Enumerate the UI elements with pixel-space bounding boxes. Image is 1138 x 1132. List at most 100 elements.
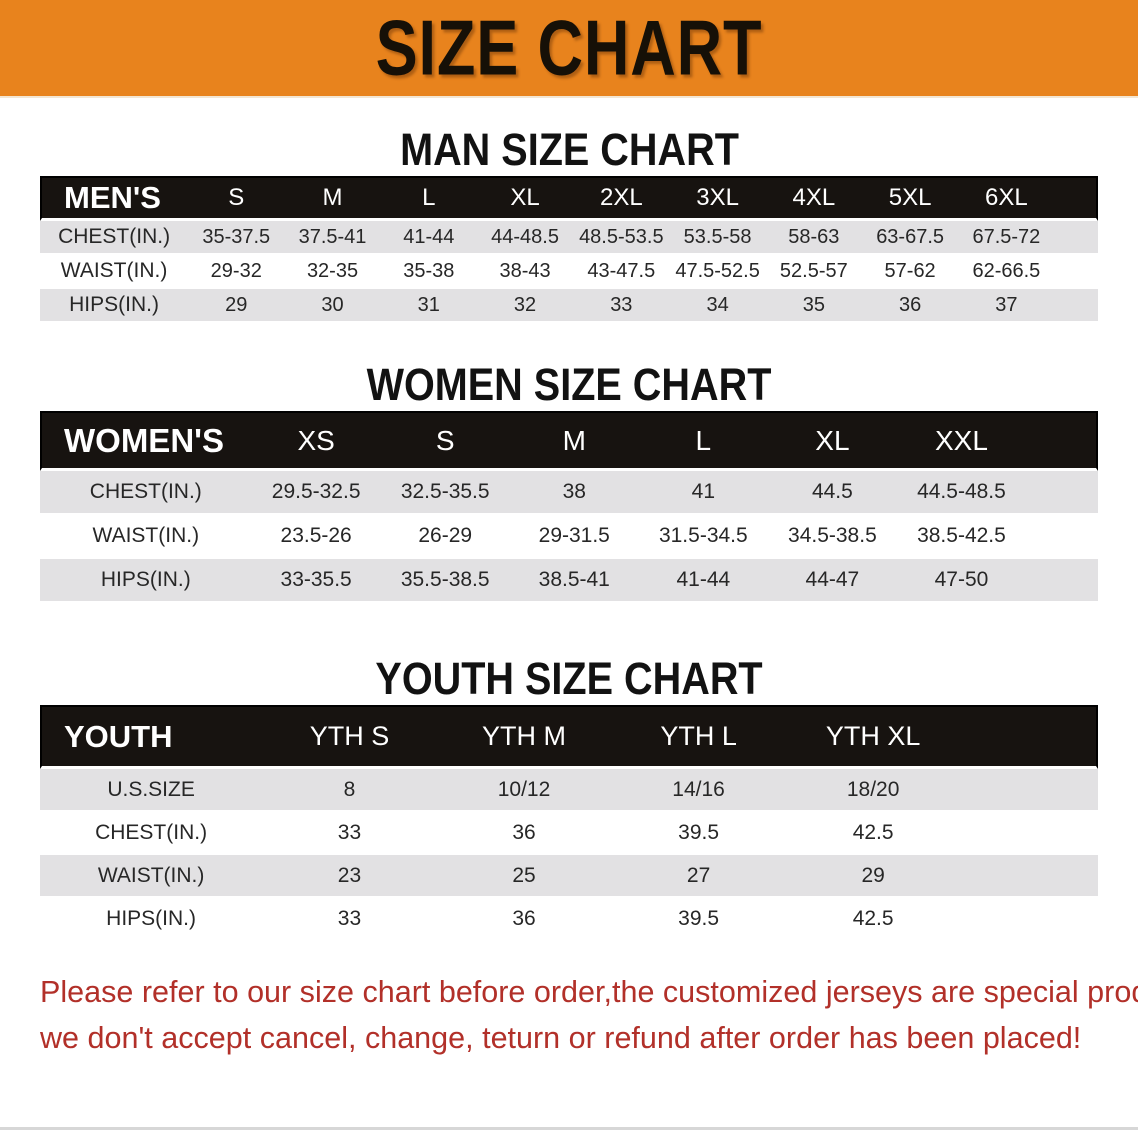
youth-section-heading: YOUTH SIZE CHART: [375, 653, 763, 704]
table-cell: 23.5-26: [251, 515, 381, 559]
column-header: L: [638, 411, 768, 471]
youth-size-table: YOUTH YTH S YTH M YTH L YTH XL U.S.SIZE 8 10/1…: [40, 705, 1098, 941]
table-cell: 8: [262, 769, 437, 812]
table-cell: 33: [573, 289, 670, 323]
men-table-body: CHEST(IN.) 35-37.5 37.5-41 41-44 44-48.5 48.5…: [40, 221, 1098, 323]
table-cell: 52.5-57: [765, 255, 862, 289]
filler-cell: [1054, 176, 1098, 221]
table-row: HIPS(IN.) 33 36 39.5 42.5: [40, 898, 1098, 941]
table-cell: 44.5: [767, 471, 897, 515]
table-cell: 32-35: [284, 255, 381, 289]
table-row: HIPS(IN.) 33-35.5 35.5-38.5 38.5-41 41-44 44-…: [40, 559, 1098, 603]
bottom-divider: [0, 1127, 1138, 1130]
table-cell: 29.5-32.5: [251, 471, 381, 515]
table-cell: 33: [262, 898, 437, 941]
man-section-heading: MAN SIZE CHART: [399, 124, 739, 175]
column-header: 3XL: [669, 176, 766, 221]
column-header: 2XL: [573, 176, 670, 221]
table-cell: 25: [436, 855, 612, 898]
table-cell: 36: [436, 812, 612, 855]
column-header: 4XL: [765, 176, 862, 221]
table-row: WAIST(IN.) 29-32 32-35 35-38 38-43 43-47.5 47.…: [40, 255, 1098, 289]
table-cell: 32: [476, 289, 574, 323]
table-cell: 36: [436, 898, 612, 941]
table-cell: 35-37.5: [188, 221, 285, 255]
women-section-heading: WOMEN SIZE CHART: [366, 359, 772, 410]
table-cell: 41-44: [638, 559, 768, 603]
table-cell: 43-47.5: [573, 255, 670, 289]
women-table-body: CHEST(IN.) 29.5-32.5 32.5-35.5 38 41 44.5 44.5…: [40, 471, 1098, 603]
row-label: HIPS(IN.): [40, 289, 189, 323]
youth-table-body: U.S.SIZE 8 10/12 14/16 18/20 CHEST(IN.) 33 36 39…: [40, 769, 1098, 941]
disclaimer-line-1: Please refer to our size chart before or…: [40, 974, 1138, 1009]
table-cell: 33-35.5: [251, 559, 381, 603]
row-label: U.S.SIZE: [40, 769, 263, 812]
table-cell: 35.5-38.5: [380, 559, 510, 603]
table-cell: 29: [188, 289, 285, 323]
table-cell: 44.5-48.5: [896, 471, 1026, 515]
filler-cell: [1025, 559, 1098, 603]
table-cell: 23: [262, 855, 437, 898]
column-header: S: [380, 411, 510, 471]
table-cell: 27: [611, 855, 786, 898]
table-cell: 10/12: [436, 769, 612, 812]
column-header: XL: [476, 176, 574, 221]
column-header: YTH M: [436, 705, 612, 769]
filler-cell: [960, 769, 1098, 812]
column-header: YTH S: [262, 705, 437, 769]
table-row: CHEST(IN.) 29.5-32.5 32.5-35.5 38 41 44.5 44.5…: [40, 471, 1098, 515]
column-header: 5XL: [861, 176, 959, 221]
table-cell: 53.5-58: [669, 221, 766, 255]
filler-cell: [1025, 515, 1098, 559]
column-header: L: [380, 176, 477, 221]
filler-cell: [960, 705, 1098, 769]
table-cell: 48.5-53.5: [573, 221, 670, 255]
row-label: WAIST(IN.): [40, 255, 189, 289]
table-cell: 47-50: [896, 559, 1026, 603]
table-cell: 57-62: [861, 255, 959, 289]
table-cell: 38-43: [476, 255, 574, 289]
table-cell: 37: [958, 289, 1055, 323]
table-cell: 67.5-72: [958, 221, 1055, 255]
row-label: CHEST(IN.): [40, 812, 263, 855]
table-cell: 14/16: [611, 769, 786, 812]
filler-cell: [960, 855, 1098, 898]
filler-cell: [960, 812, 1098, 855]
table-header-row: MEN'S S M L XL 2XL 3XL 4XL 5XL 6XL: [40, 176, 1098, 221]
table-cell: 41: [638, 471, 768, 515]
row-label: WAIST(IN.): [40, 515, 252, 559]
filler-cell: [1054, 221, 1098, 255]
table-cell: 38.5-41: [509, 559, 639, 603]
banner-title: SIZE CHART: [375, 4, 763, 92]
filler-cell: [1025, 471, 1098, 515]
table-cell: 62-66.5: [958, 255, 1055, 289]
table-row: WAIST(IN.) 23.5-26 26-29 29-31.5 31.5-34.5 34…: [40, 515, 1098, 559]
table-row: CHEST(IN.) 33 36 39.5 42.5: [40, 812, 1098, 855]
women-size-table: WOMEN'S XS S M L XL XXL CHEST(IN.) 29.5-32.5 32.…: [40, 411, 1098, 603]
table-title-cell: MEN'S: [40, 176, 189, 221]
table-cell: 32.5-35.5: [380, 471, 510, 515]
table-cell: 31.5-34.5: [638, 515, 768, 559]
table-cell: 34.5-38.5: [767, 515, 897, 559]
table-header-row: YOUTH YTH S YTH M YTH L YTH XL: [40, 705, 1098, 769]
table-cell: 29-31.5: [509, 515, 639, 559]
column-header: S: [188, 176, 285, 221]
column-header: M: [284, 176, 381, 221]
table-cell: 30: [284, 289, 381, 323]
table-header-row: WOMEN'S XS S M L XL XXL: [40, 411, 1098, 471]
column-header: XXL: [896, 411, 1026, 471]
filler-cell: [1054, 289, 1098, 323]
table-row: HIPS(IN.) 29 30 31 32 33 34 35 36 37: [40, 289, 1098, 323]
table-title-cell: YOUTH: [40, 705, 263, 769]
table-cell: 29-32: [188, 255, 285, 289]
table-title-cell: WOMEN'S: [40, 411, 252, 471]
row-label: HIPS(IN.): [40, 898, 263, 941]
table-cell: 41-44: [380, 221, 477, 255]
table-cell: 35: [765, 289, 862, 323]
table-cell: 38: [509, 471, 639, 515]
table-cell: 63-67.5: [861, 221, 959, 255]
table-cell: 42.5: [785, 898, 961, 941]
disclaimer-note: Please refer to our size chart before or…: [40, 969, 1138, 1061]
filler-cell: [1054, 255, 1098, 289]
table-cell: 33: [262, 812, 437, 855]
